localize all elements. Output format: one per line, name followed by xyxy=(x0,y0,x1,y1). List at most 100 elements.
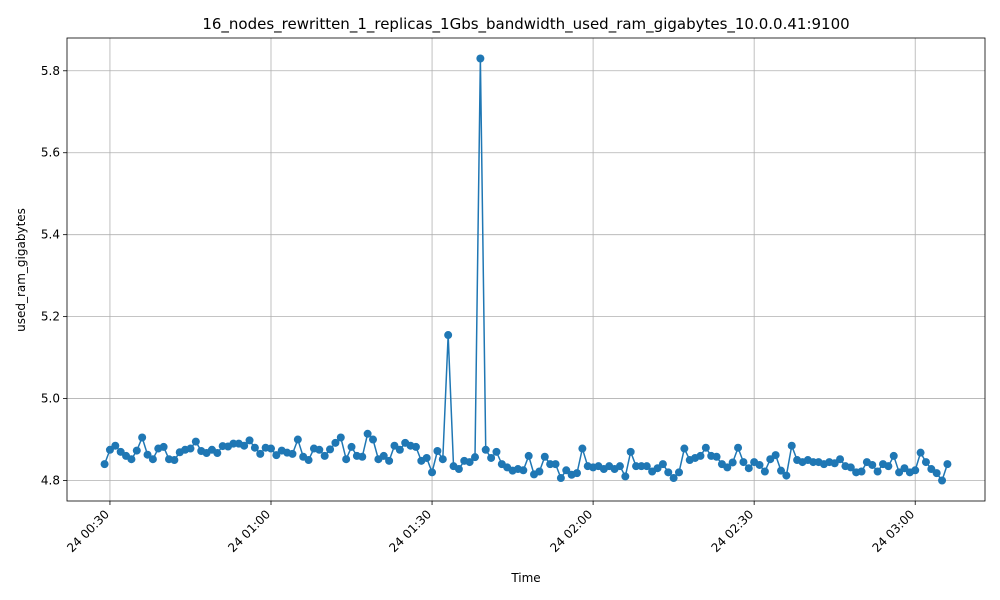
data-point xyxy=(696,451,705,460)
data-point xyxy=(744,464,753,473)
data-point xyxy=(385,456,394,465)
data-point xyxy=(777,466,785,475)
data-point xyxy=(454,465,463,474)
data-point xyxy=(712,452,721,461)
data-point xyxy=(481,445,490,454)
x-tick-label: 24 00:30 xyxy=(64,507,112,555)
data-point xyxy=(701,443,710,452)
data-point xyxy=(943,460,952,469)
data-point xyxy=(519,466,528,475)
data-point xyxy=(615,462,624,471)
data-point xyxy=(320,451,329,460)
data-point xyxy=(342,455,351,464)
data-point xyxy=(578,444,587,453)
data-point xyxy=(734,443,743,452)
y-tick-label: 5.2 xyxy=(41,310,60,324)
data-point xyxy=(347,442,356,451)
chart-title: 16_nodes_rewritten_1_replicas_1Gbs_bandw… xyxy=(202,15,849,34)
data-point xyxy=(921,458,930,467)
data-point xyxy=(240,441,249,450)
x-axis-label: Time xyxy=(510,571,540,585)
data-point xyxy=(836,455,845,464)
data-point xyxy=(100,460,109,469)
data-point xyxy=(916,448,925,457)
data-point xyxy=(669,474,678,483)
data-point xyxy=(873,467,882,476)
grid-lines xyxy=(67,38,985,501)
data-point xyxy=(315,445,324,454)
data-point xyxy=(675,468,683,477)
data-point xyxy=(642,462,651,471)
data-point xyxy=(245,436,254,445)
data-point xyxy=(551,460,560,469)
data-point xyxy=(487,453,496,462)
data-point xyxy=(444,331,453,340)
data-point xyxy=(884,462,893,471)
data-point xyxy=(213,449,222,458)
data-point xyxy=(272,451,281,460)
data-point xyxy=(728,458,737,467)
x-tick-label: 24 02:00 xyxy=(547,507,595,555)
data-point xyxy=(428,468,437,477)
y-tick-label: 5.0 xyxy=(41,392,60,406)
data-point xyxy=(127,455,136,464)
data-point xyxy=(492,447,501,456)
data-point xyxy=(379,451,388,460)
x-tick-label: 24 01:30 xyxy=(386,507,434,555)
x-tick-label: 24 01:00 xyxy=(225,507,273,555)
series-line xyxy=(103,58,949,483)
data-point xyxy=(336,433,345,442)
data-point xyxy=(363,429,372,438)
data-point xyxy=(143,450,152,459)
y-axis-label: used_ram_gigabytes xyxy=(14,208,28,332)
data-point xyxy=(782,471,791,480)
y-tick-label: 4.8 xyxy=(41,474,60,488)
data-point xyxy=(267,444,275,453)
y-tick-label: 5.4 xyxy=(41,228,60,242)
data-point xyxy=(331,438,340,447)
data-point xyxy=(771,451,780,460)
x-tick-label: 24 03:00 xyxy=(869,507,917,555)
data-point xyxy=(524,451,533,460)
data-point xyxy=(438,455,447,464)
data-point xyxy=(535,467,544,476)
data-point xyxy=(476,54,485,63)
y-tick-label: 5.8 xyxy=(41,64,60,78)
data-point xyxy=(159,442,168,451)
data-point xyxy=(191,437,200,446)
y-tick-label: 5.6 xyxy=(41,146,60,160)
data-point xyxy=(723,463,732,472)
data-point xyxy=(889,451,898,460)
data-point xyxy=(369,435,377,444)
data-point xyxy=(465,458,474,467)
data-point xyxy=(138,433,147,442)
data-point xyxy=(938,476,947,485)
data-point xyxy=(760,467,769,476)
data-point xyxy=(658,460,667,469)
data-point xyxy=(932,469,941,478)
data-point xyxy=(664,468,673,477)
data-point xyxy=(288,449,297,458)
data-point xyxy=(626,447,635,456)
data-point xyxy=(148,455,157,464)
data-point xyxy=(422,453,431,462)
data-point xyxy=(256,449,265,458)
data-point xyxy=(562,466,571,475)
data-point xyxy=(846,463,855,472)
data-point xyxy=(433,447,442,456)
data-point xyxy=(621,472,630,481)
data-point xyxy=(395,445,404,454)
data-point xyxy=(111,441,120,450)
data-point xyxy=(358,452,367,461)
data-point xyxy=(787,441,796,450)
data-point xyxy=(293,435,302,444)
data-point xyxy=(680,444,689,453)
data-point xyxy=(304,456,313,465)
plot-frame xyxy=(66,37,986,502)
series-used-ram xyxy=(100,54,952,485)
data-point xyxy=(186,444,195,453)
data-point xyxy=(471,453,479,462)
data-point xyxy=(170,456,179,465)
data-point xyxy=(573,469,581,478)
